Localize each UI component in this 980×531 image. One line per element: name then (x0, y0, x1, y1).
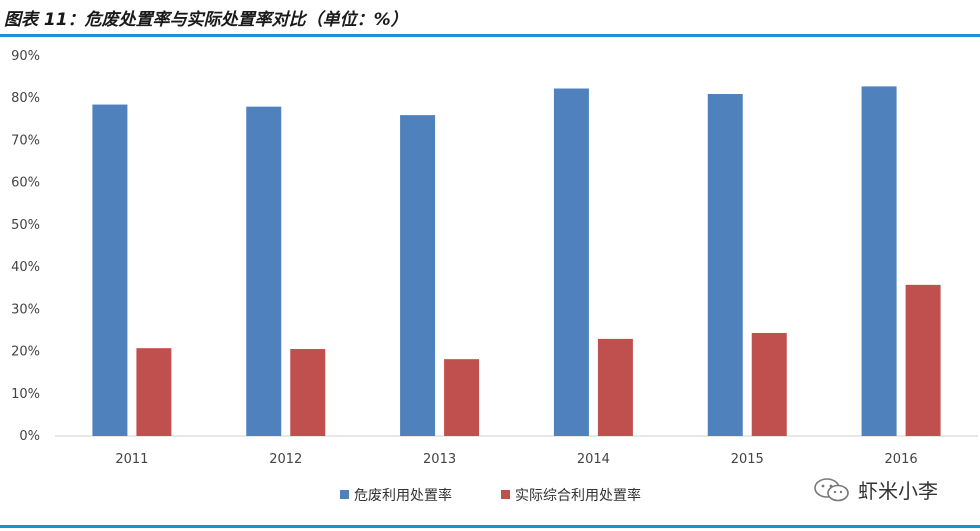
bar-chart: 0%10%20%30%40%50%60%70%80%90% 2011 2012 20… (11, 49, 978, 504)
x-tick-label: 2012 (269, 452, 302, 467)
bar-hazard-disposal-2012 (246, 106, 282, 437)
bar-hazard-disposal-2011 (92, 104, 128, 437)
legend-swatch (501, 490, 510, 499)
y-tick-label: 60% (11, 176, 40, 191)
x-tick-label: 2016 (885, 452, 918, 467)
legend-label: 实际综合利用处置率 (515, 487, 641, 504)
x-tick-label: 2011 (115, 452, 148, 467)
y-axis-ticks: 0% 10% 20% 30% 40% 50% 60% 70% 80% 90% (11, 49, 40, 444)
y-tick-label: 0% (19, 429, 40, 444)
bar-actual-utilization-2016 (905, 284, 941, 436)
y-tick-label: 50% (11, 218, 40, 233)
y-tick-label: 30% (11, 302, 40, 317)
bottom-divider (0, 525, 980, 528)
y-tick-label: 70% (11, 133, 40, 148)
x-tick-label: 2014 (577, 452, 610, 467)
y-tick-label: 80% (11, 91, 40, 106)
title-bar: 图表 11：危废处置率与实际处置率对比（单位：%） (0, 0, 980, 36)
y-tick-label: 20% (11, 345, 40, 360)
chart-title: 图表 11：危废处置率与实际处置率对比（单位：%） (4, 10, 408, 30)
wechat-icon (814, 477, 849, 501)
bar-actual-utilization-2013 (444, 359, 480, 436)
legend: 危废利用处置率 实际综合利用处置率 (340, 487, 641, 504)
y-tick-label: 40% (11, 260, 40, 275)
y-tick-label: 90% (11, 49, 40, 64)
top-divider (0, 34, 980, 37)
bar-hazard-disposal-2013 (400, 115, 436, 436)
bar-actual-utilization-2015 (751, 332, 787, 436)
legend-swatch (340, 490, 349, 499)
x-tick-label: 2015 (731, 452, 764, 467)
bar-hazard-disposal-2015 (707, 94, 743, 436)
watermark-text: 虾米小李 (858, 479, 938, 503)
bars-group (92, 86, 941, 437)
bar-actual-utilization-2011 (136, 348, 172, 436)
bar-hazard-disposal-2014 (553, 88, 589, 436)
bar-actual-utilization-2012 (290, 349, 326, 436)
y-tick-label: 10% (11, 387, 40, 402)
bar-hazard-disposal-2016 (861, 86, 897, 437)
watermark: 虾米小李 (812, 475, 938, 504)
legend-label: 危废利用处置率 (354, 487, 452, 504)
x-tick-label: 2013 (423, 452, 456, 467)
bar-actual-utilization-2014 (597, 338, 633, 436)
x-axis-ticks: 2011 2012 2013 2014 2015 2016 (115, 452, 917, 467)
